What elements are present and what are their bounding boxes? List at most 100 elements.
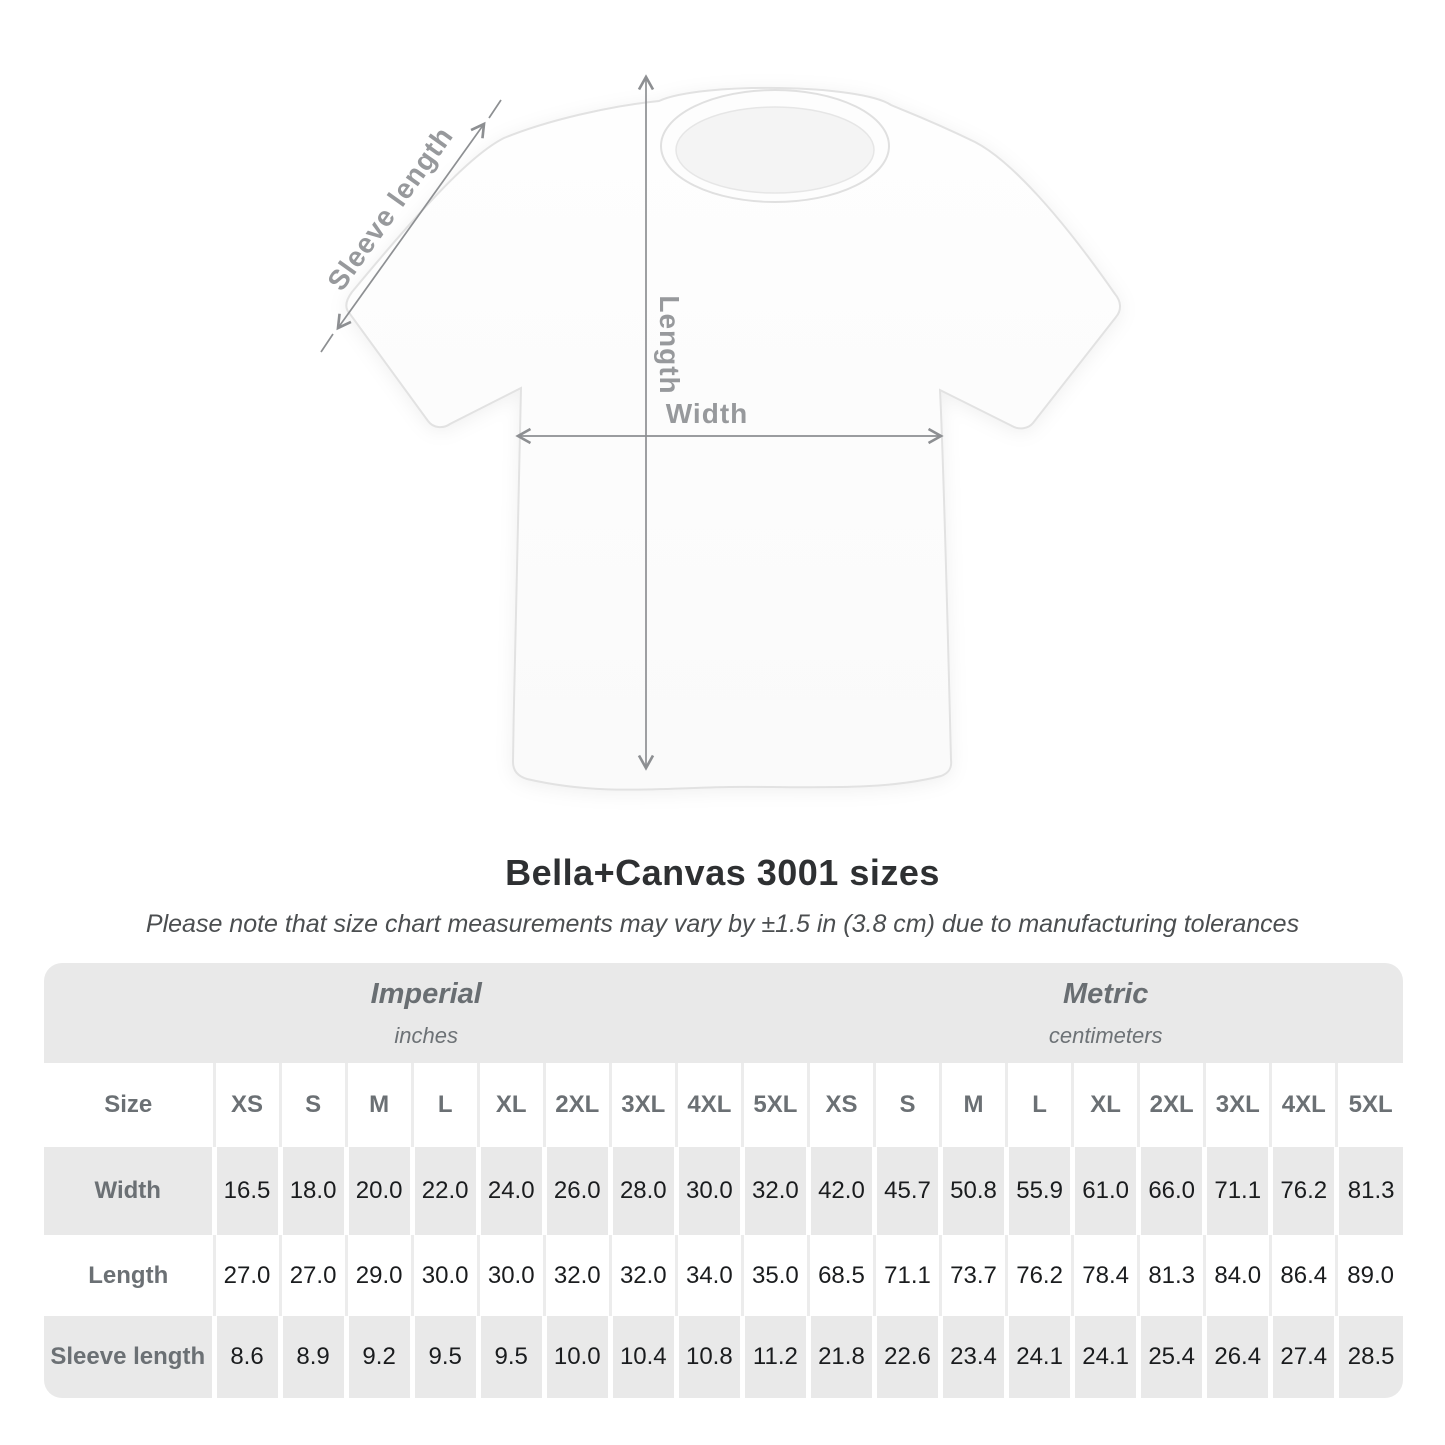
group-unit: inches	[394, 1022, 458, 1048]
size-col-header: 5XL	[740, 1063, 809, 1147]
size-col-header: L	[1005, 1063, 1073, 1147]
table-cell: 29.0	[344, 1235, 413, 1316]
size-col-header: XL	[476, 1063, 545, 1147]
table-cell: 42.0	[805, 1147, 875, 1235]
table-cell: 22.6	[871, 1316, 941, 1398]
size-col-header: 5XL	[1335, 1063, 1403, 1147]
table-cell: 27.0	[278, 1235, 347, 1316]
table-cell: 21.8	[805, 1316, 875, 1398]
table-cell: 30.0	[476, 1235, 545, 1316]
table-cell: 16.5	[211, 1147, 281, 1235]
table-cell: 9.5	[409, 1316, 479, 1398]
unit-group-header-row: Imperial inches Metric centimeters	[44, 963, 1403, 1063]
size-col-header: XS	[806, 1063, 875, 1147]
chart-heading: Bella+Canvas 3001 sizes Please note that…	[0, 852, 1445, 939]
table-cell: 8.6	[211, 1316, 281, 1398]
table-cell: 27.4	[1268, 1316, 1337, 1398]
table-cell: 11.2	[739, 1316, 809, 1398]
table-cell: 32.0	[739, 1147, 809, 1235]
table-cell: 23.4	[938, 1316, 1007, 1398]
table-cell: 9.5	[475, 1316, 545, 1398]
table-cell: 26.4	[1202, 1316, 1271, 1398]
row-label: Sleeve length	[44, 1316, 214, 1398]
table-cell: 20.0	[343, 1147, 413, 1235]
length-label: Length	[654, 295, 685, 394]
table-cell: 25.4	[1136, 1316, 1205, 1398]
table-cell: 28.5	[1334, 1316, 1403, 1398]
size-col-header: XL	[1071, 1063, 1139, 1147]
sleeve-length-arrow	[336, 121, 486, 331]
page-title: Bella+Canvas 3001 sizes	[505, 852, 940, 893]
table-cell: 24.1	[1070, 1316, 1139, 1398]
size-col-header: 2XL	[542, 1063, 611, 1147]
size-col-header: XS	[212, 1063, 281, 1147]
table-cell: 55.9	[1004, 1147, 1073, 1235]
size-col-header: M	[344, 1063, 413, 1147]
group-title: Metric	[1063, 977, 1149, 1010]
collar-opening	[675, 106, 875, 194]
group-title: Imperial	[370, 977, 482, 1010]
table-cell: 9.2	[343, 1316, 413, 1398]
table-cell: 10.0	[541, 1316, 611, 1398]
table-cell: 81.3	[1137, 1235, 1205, 1316]
table-row: Width 16.5 18.0 20.0 22.0 24.0 26.0 28.0 30.0 32.…	[44, 1147, 1403, 1235]
table-cell: 34.0	[674, 1235, 743, 1316]
size-col-header: S	[872, 1063, 941, 1147]
table-cell: 89.0	[1335, 1235, 1403, 1316]
size-col-header: 3XL	[608, 1063, 677, 1147]
table-cell: 78.4	[1071, 1235, 1139, 1316]
table-cell: 35.0	[740, 1235, 809, 1316]
table-cell: 71.1	[872, 1235, 941, 1316]
table-cell: 27.0	[212, 1235, 281, 1316]
width-label: Width	[666, 398, 749, 429]
table-cell: 24.0	[475, 1147, 545, 1235]
table-cell: 22.0	[409, 1147, 479, 1235]
table-cell: 26.0	[541, 1147, 611, 1235]
table-cell: 76.2	[1005, 1235, 1073, 1316]
unit-group-header: Metric centimeters	[808, 963, 1403, 1063]
table-cell: 81.3	[1334, 1147, 1403, 1235]
table-cell: 68.5	[806, 1235, 875, 1316]
table-cell: 30.0	[673, 1147, 743, 1235]
tshirt-measurement-diagram: Sleeve length Length Width	[320, 74, 1121, 791]
tshirt-illustration	[345, 86, 1121, 791]
table-row: Sleeve length 8.6 8.9 9.2 9.5 9.5 10.0 10.4 10.8…	[44, 1316, 1403, 1398]
table-cell: 24.1	[1004, 1316, 1073, 1398]
size-header-row: Size XS S M L XL 2XL 3XL 4XL 5XL XS S M L XL 2XL 3XL 4XL 5…	[44, 1063, 1403, 1147]
unit-group-header: Imperial inches	[44, 963, 809, 1063]
size-col-header: 2XL	[1137, 1063, 1205, 1147]
table-cell: 28.0	[607, 1147, 677, 1235]
row-header-size: Size	[44, 1063, 214, 1147]
size-col-header: 4XL	[674, 1063, 743, 1147]
table-cell: 10.8	[673, 1316, 743, 1398]
table-cell: 50.8	[938, 1147, 1007, 1235]
table-cell: 32.0	[542, 1235, 611, 1316]
row-label: Length	[44, 1235, 214, 1316]
table-cell: 61.0	[1070, 1147, 1139, 1235]
size-table-container: Imperial inches Metric centimeters Size XS S M L…	[44, 963, 1403, 1398]
table-row: Length 27.0 27.0 29.0 30.0 30.0 32.0 32.0 34.0 35…	[44, 1235, 1403, 1316]
table-cell: 76.2	[1268, 1147, 1337, 1235]
table-cell: 10.4	[607, 1316, 677, 1398]
sleeve-arrow-tick-top	[488, 99, 502, 119]
size-col-header: M	[939, 1063, 1007, 1147]
table-cell: 86.4	[1269, 1235, 1337, 1316]
size-col-header: L	[410, 1063, 479, 1147]
table-cell: 8.9	[277, 1316, 347, 1398]
tolerance-note: Please note that size chart measurements…	[145, 910, 1300, 938]
group-unit: centimeters	[1048, 1022, 1163, 1048]
table-cell: 30.0	[410, 1235, 479, 1316]
table-cell: 66.0	[1136, 1147, 1205, 1235]
size-table: Imperial inches Metric centimeters Size XS S M L…	[44, 963, 1403, 1398]
size-col-header: 3XL	[1203, 1063, 1271, 1147]
table-cell: 71.1	[1202, 1147, 1271, 1235]
table-cell: 18.0	[277, 1147, 347, 1235]
row-label: Width	[44, 1147, 214, 1235]
size-col-header: S	[278, 1063, 347, 1147]
table-cell: 84.0	[1203, 1235, 1271, 1316]
sleeve-arrow-tick-bottom	[320, 333, 334, 353]
tshirt-diagram-svg: Sleeve length Length Width	[320, 74, 1121, 791]
table-cell: 73.7	[939, 1235, 1007, 1316]
table-cell: 32.0	[608, 1235, 677, 1316]
